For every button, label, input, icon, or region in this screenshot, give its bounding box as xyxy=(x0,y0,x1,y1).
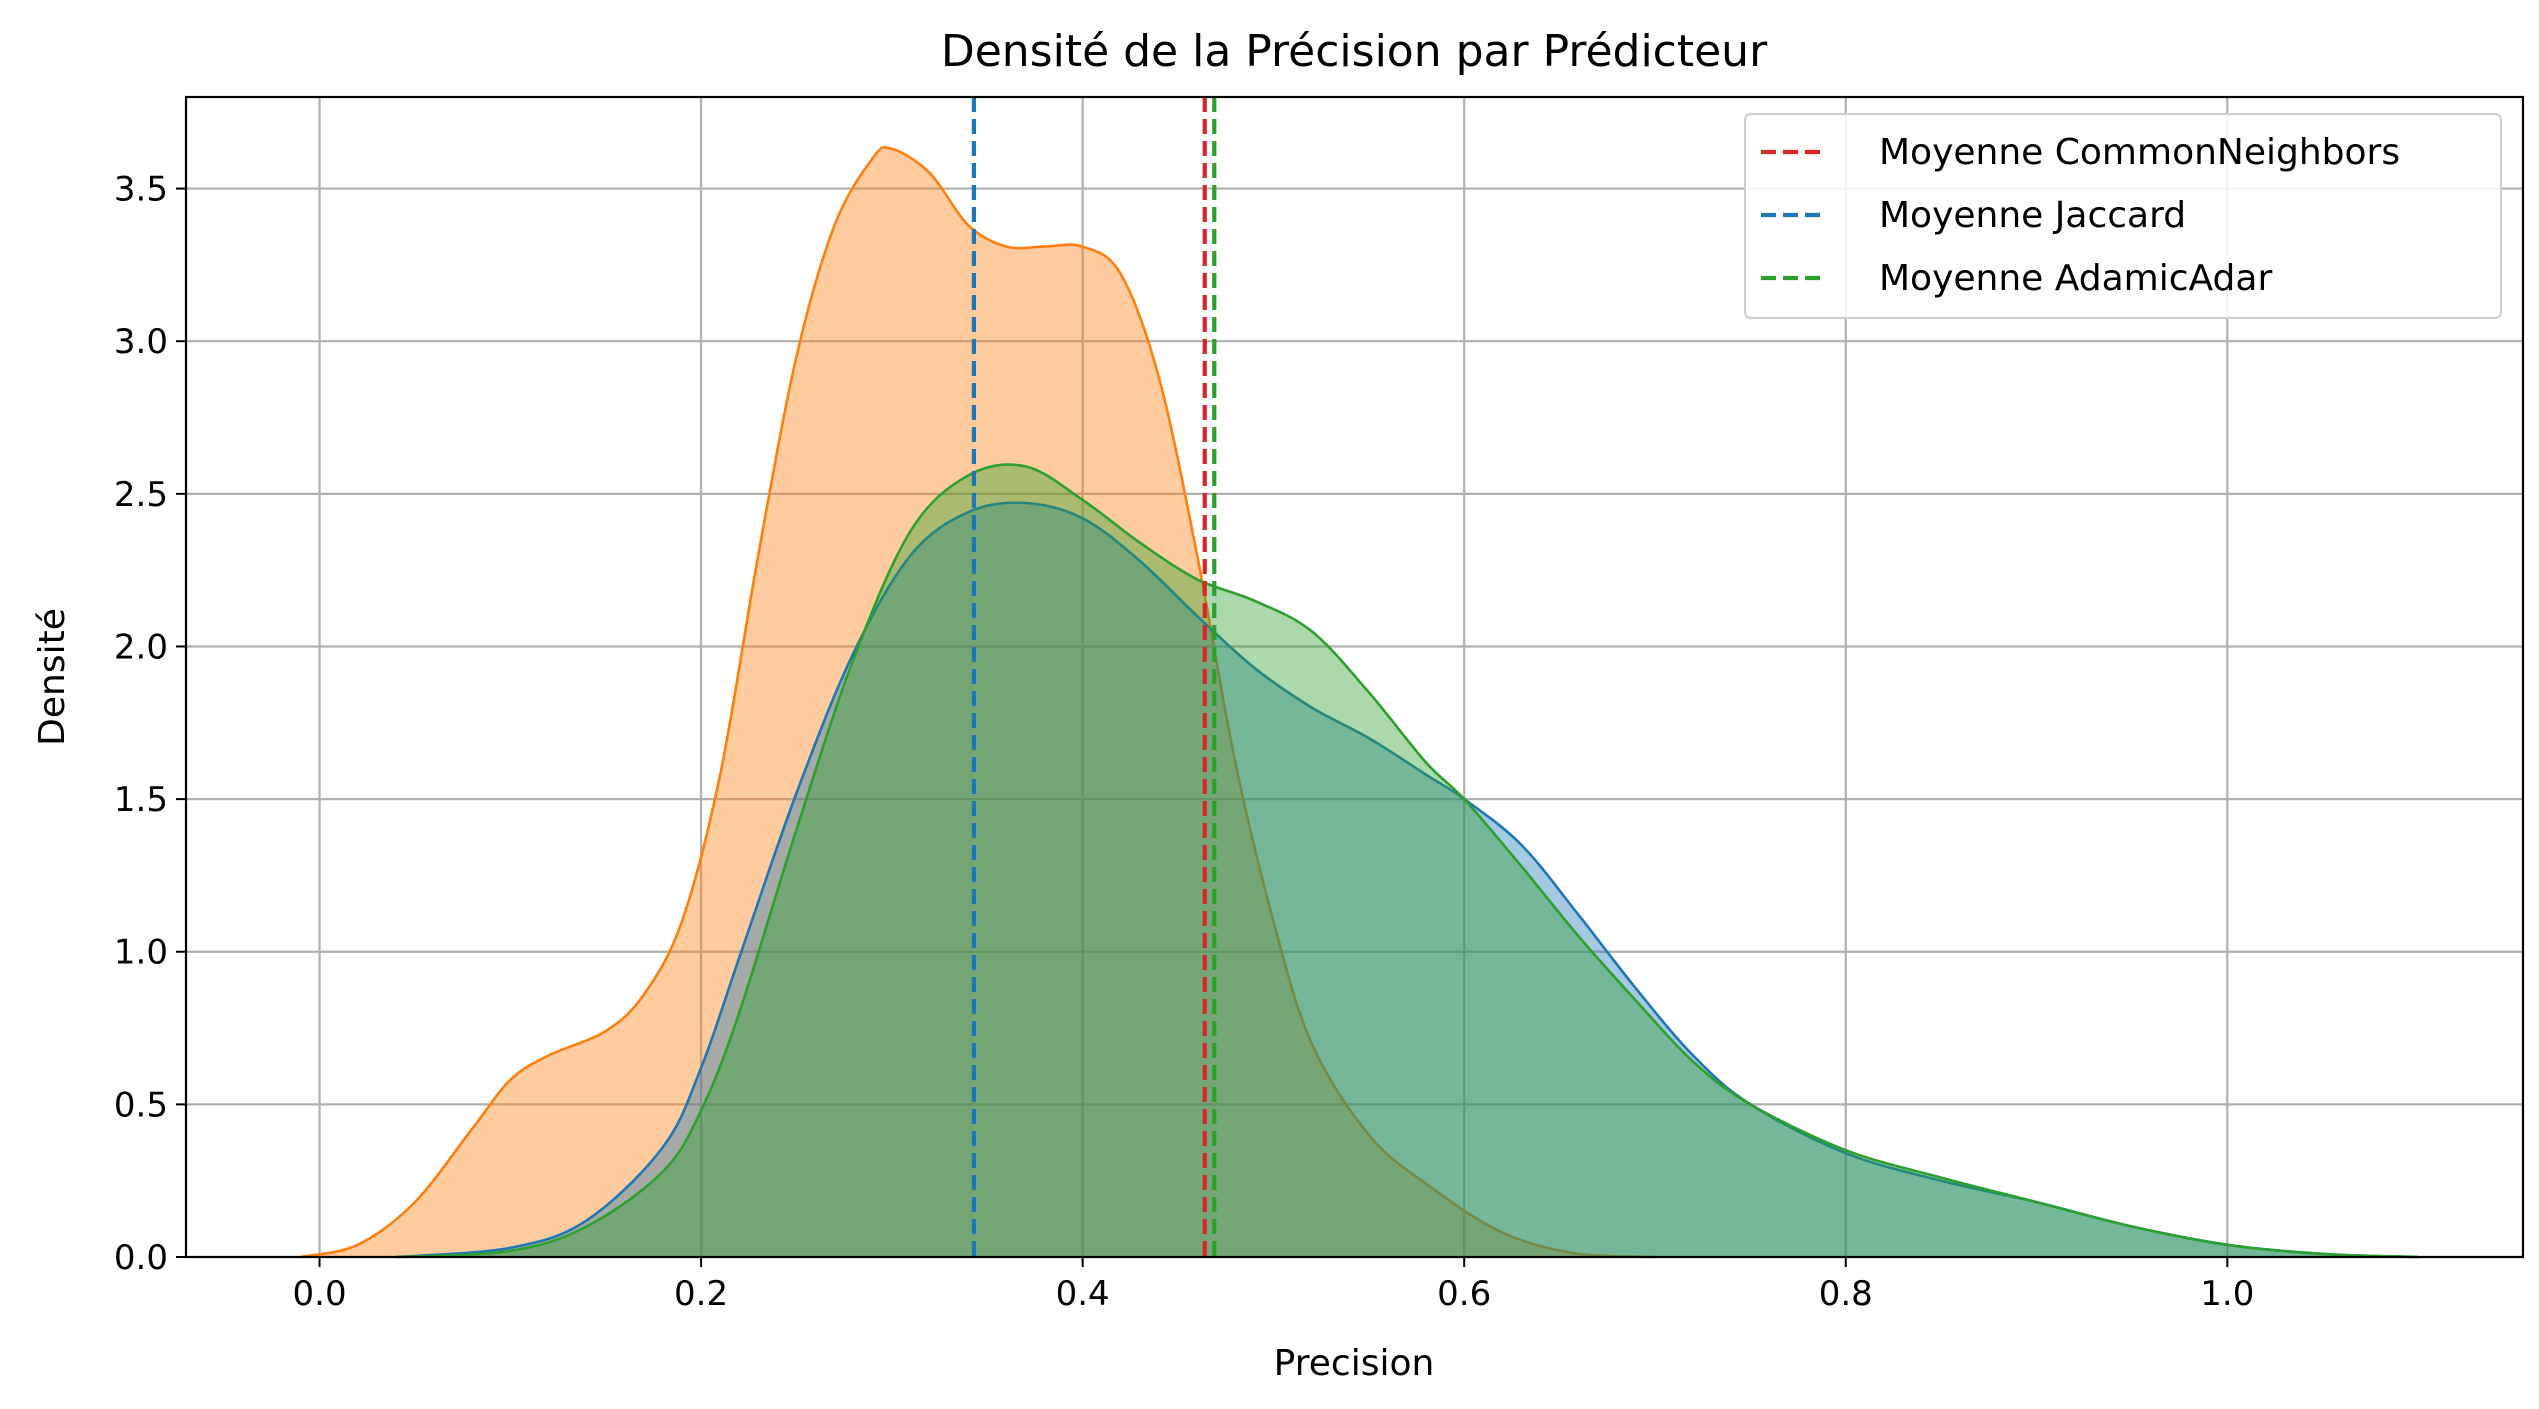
legend-label-jaccard: Moyenne Jaccard xyxy=(1879,195,2186,236)
x-tick-label: 0.4 xyxy=(1056,1274,1110,1314)
y-tick-label: 2.5 xyxy=(114,475,168,515)
x-tick-label: 0.8 xyxy=(1819,1274,1873,1314)
x-tick-label: 0.2 xyxy=(674,1274,728,1314)
legend-label-commonneighbors: Moyenne CommonNeighbors xyxy=(1879,132,2400,173)
density-areas xyxy=(300,146,2419,1259)
y-tick-label: 1.0 xyxy=(114,933,168,973)
x-tick-label: 1.0 xyxy=(2200,1274,2254,1314)
y-tick-label: 3.0 xyxy=(114,322,168,362)
x-tick-label: 0.6 xyxy=(1437,1274,1491,1314)
x-axis-label: Precision xyxy=(1274,1343,1435,1384)
density-area-green xyxy=(395,464,2419,1258)
density-curve-green xyxy=(395,463,2419,1259)
y-tick-label: 1.5 xyxy=(114,780,168,820)
chart-title: Densité de la Précision par Prédicteur xyxy=(941,26,1768,77)
y-tick-label: 3.5 xyxy=(114,170,168,210)
x-tick-label: 0.0 xyxy=(293,1274,347,1314)
plot-frame xyxy=(184,95,2525,1259)
legend-box xyxy=(1744,113,2502,319)
y-tick-label: 0.5 xyxy=(114,1085,168,1125)
density-area-orange xyxy=(300,147,1655,1257)
y-tick-label: 2.0 xyxy=(114,627,168,667)
axis-ticks: 0.0 0.2 0.4 0.6 0.8 1.0 0.0 0.5 1.0 1.5 2.0 2.5 3.0 3… xyxy=(114,170,2254,1314)
density-curve-blue xyxy=(395,501,2419,1259)
legend-label-adamicadar: Moyenne AdamicAdar xyxy=(1879,258,2272,299)
density-curve-orange xyxy=(300,146,1656,1259)
mean-lines xyxy=(971,97,1217,1257)
legend: Moyenne CommonNeighbors Moyenne Jaccard Mo… xyxy=(1744,113,2502,319)
y-axis-label: Densité xyxy=(32,608,73,746)
y-tick-label: 0.0 xyxy=(114,1238,168,1278)
density-area-blue xyxy=(395,502,2419,1257)
